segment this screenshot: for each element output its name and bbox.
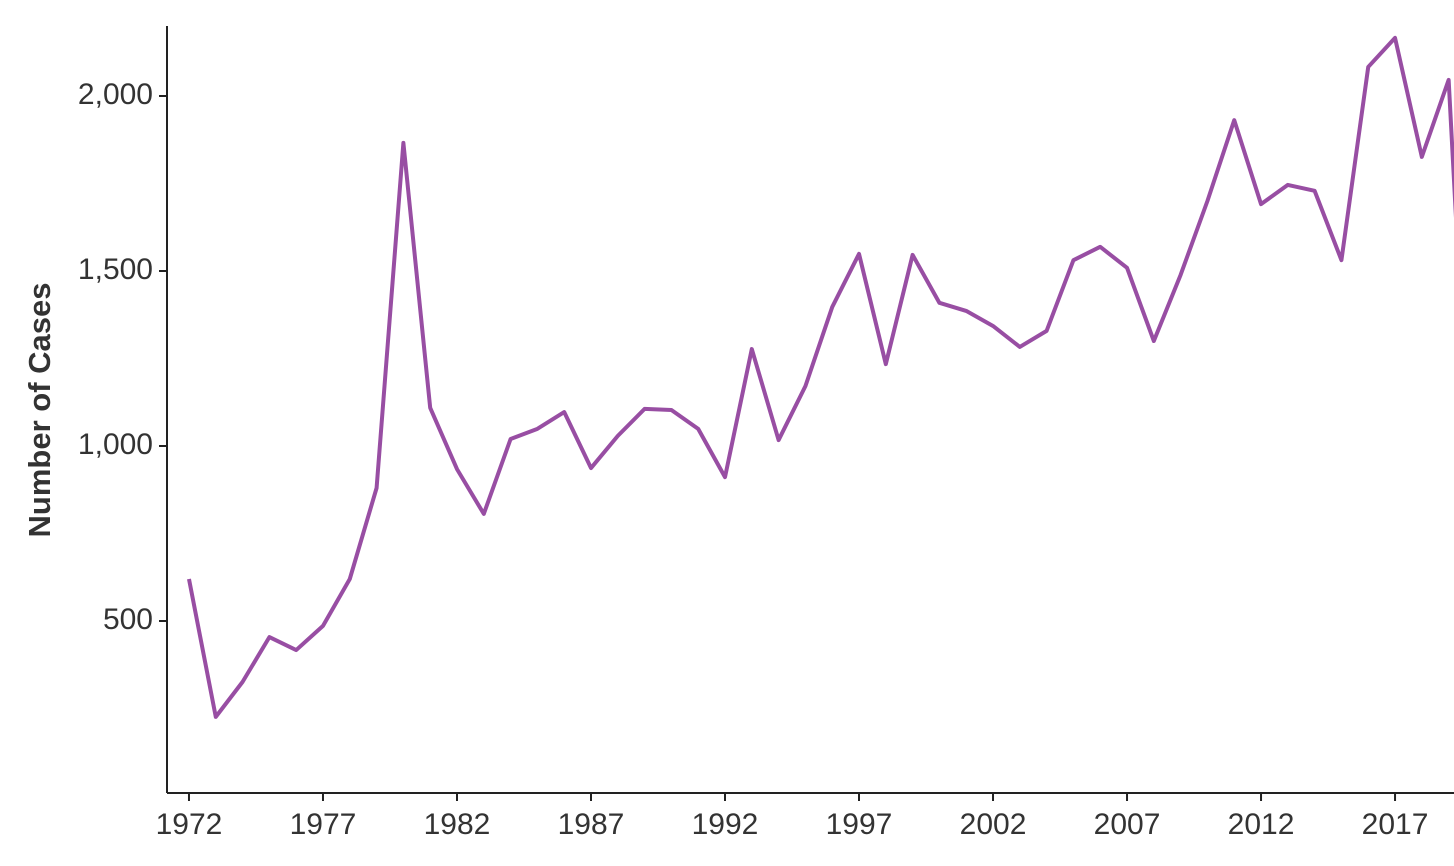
x-tick-label: 1972 — [156, 808, 223, 841]
y-tick-label: 1,000 — [78, 428, 153, 461]
x-tick-label: 1987 — [558, 808, 625, 841]
y-tick-label: 2,000 — [78, 78, 153, 111]
y-tick-label: 1,500 — [78, 253, 153, 286]
x-tick-label: 1977 — [290, 808, 357, 841]
x-tick-label: 2017 — [1362, 808, 1429, 841]
x-tick-label: 2012 — [1228, 808, 1295, 841]
y-axis-label: Number of Cases — [22, 283, 57, 538]
y-tick-label: 500 — [103, 603, 153, 636]
x-tick-label: 1992 — [692, 808, 759, 841]
x-tick-label: 2007 — [1094, 808, 1161, 841]
x-tick-label: 1997 — [826, 808, 893, 841]
x-tick-label: 2002 — [960, 808, 1027, 841]
x-tick-label: 1982 — [424, 808, 491, 841]
data-line — [187, 35, 1454, 719]
